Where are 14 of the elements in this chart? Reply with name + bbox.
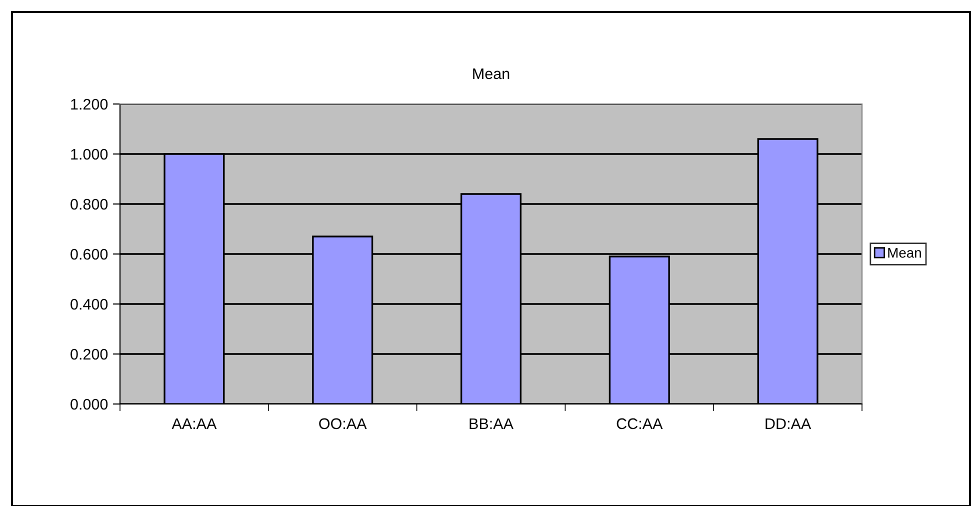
x-tick-label: DD:AA bbox=[766, 418, 812, 429]
y-tick-label: 1.200 bbox=[71, 98, 108, 110]
x-tick-label: BB:AA bbox=[470, 418, 514, 429]
legend-label: Mean bbox=[888, 248, 921, 258]
y-tick-label: 0.400 bbox=[70, 298, 108, 310]
chart-title: Mean bbox=[473, 68, 510, 80]
y-tick-label: 0.000 bbox=[70, 398, 108, 410]
y-tick-label: 0.200 bbox=[70, 348, 108, 360]
y-tick-label: 0.600 bbox=[70, 248, 108, 260]
x-tick-label: CC:AA bbox=[616, 418, 663, 430]
y-tick-label: 0.800 bbox=[70, 198, 108, 210]
x-tick-label: OO:AA bbox=[319, 418, 367, 430]
y-tick-label: 1.000 bbox=[71, 148, 108, 160]
x-tick-label: AA:AA bbox=[172, 418, 217, 429]
